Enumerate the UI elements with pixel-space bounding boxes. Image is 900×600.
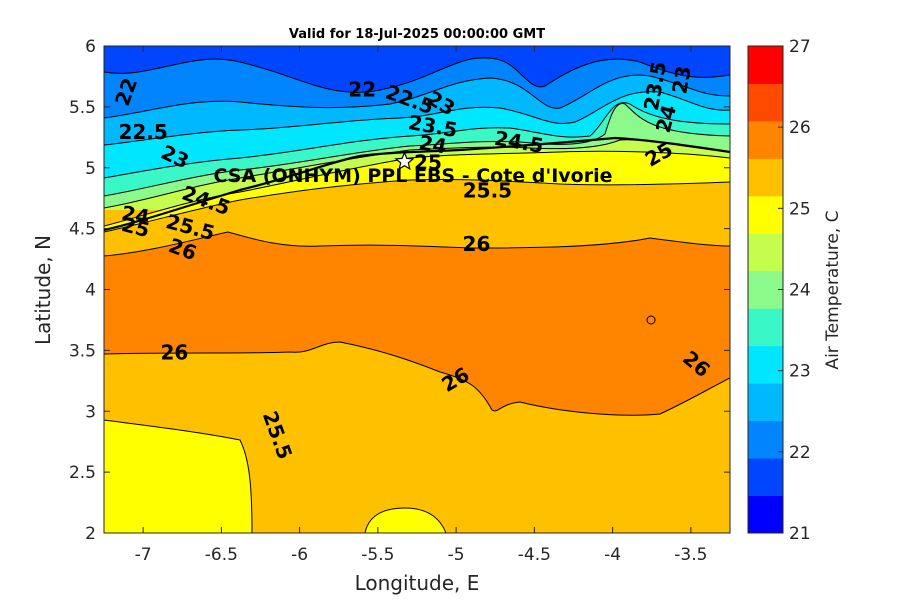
site-marker: CSA (ONHYM) PPL EBS - Cote d'Ivorie	[213, 151, 613, 187]
y-axis-label: Latitude, N	[31, 235, 55, 345]
contour-label: 22	[348, 78, 376, 102]
x-tick-label: -3.5	[674, 545, 707, 565]
y-tick-label: 5.5	[69, 98, 96, 118]
site-label: CSA (ONHYM) PPL EBS - Cote d'Ivorie	[213, 165, 612, 187]
y-tick-label: 2.5	[69, 463, 96, 483]
y-tick-label: 4.5	[69, 220, 96, 240]
x-tick-label: -6	[291, 545, 308, 565]
contour-label: 25.5	[463, 179, 512, 203]
x-tick-label: -4	[604, 545, 621, 565]
colorbar-swatch	[748, 46, 783, 84]
coastline	[104, 136, 730, 232]
colorbar-swatch	[748, 233, 783, 272]
y-tick-label: 2	[85, 524, 96, 544]
x-tick-label: -5	[448, 545, 465, 565]
contour-label: 24	[417, 130, 449, 158]
colorbar-swatch	[748, 83, 783, 122]
colorbar-tick-label: 24	[789, 281, 811, 301]
colorbar-label: Air Temperature, C	[823, 210, 843, 369]
chart-title: Valid for 18-Jul-2025 00:00:00 GMT	[289, 27, 545, 42]
contour-label: 24	[120, 201, 152, 229]
colorbar-swatch	[748, 458, 783, 497]
band-25-25.5-southwest	[104, 420, 252, 533]
x-tick-label: -4.5	[518, 545, 551, 565]
isolines	[104, 57, 730, 533]
colorbar-swatch	[748, 270, 783, 309]
colorbar-swatch	[748, 158, 783, 197]
colorbar-tick-label: 27	[789, 37, 811, 57]
colorbar-swatch	[748, 120, 783, 159]
contour-label: 26	[463, 232, 491, 256]
colorbar: 21 22 23 24 25 26 27	[747, 37, 811, 544]
x-tick-label: -7	[135, 545, 152, 565]
x-axis-ticks: -7 -6.5 -6 -5.5 -5 -4.5 -4 -3.5	[135, 46, 707, 565]
x-tick-label: -6.5	[205, 545, 238, 565]
y-tick-label: 4	[85, 281, 96, 301]
contour-label: 26	[161, 341, 189, 365]
colorbar-tick-label: 21	[789, 524, 811, 544]
y-tick-label: 3	[85, 402, 96, 422]
colorbar-tick-label: 25	[789, 199, 811, 219]
site-star	[394, 151, 415, 171]
y-tick-label: 5	[85, 159, 96, 179]
colorbar-swatch	[748, 420, 783, 459]
y-axis-ticks: 22.533.544.555.56	[69, 37, 730, 544]
colorbar-tick-label: 22	[789, 443, 811, 463]
colorbar-swatch	[748, 383, 783, 422]
colorbar-swatch	[748, 308, 783, 347]
x-axis-label: Longitude, E	[355, 571, 480, 595]
band-25-25.5-south	[365, 508, 446, 533]
y-tick-label: 3.5	[69, 341, 96, 361]
colorbar-swatch	[748, 495, 783, 534]
colorbar-tick-label: 26	[789, 118, 811, 138]
colorbar-swatch	[748, 345, 783, 384]
warm-spot	[646, 315, 656, 325]
contour-label: 22.5	[118, 120, 167, 144]
x-tick-label: -5.5	[361, 545, 394, 565]
colorbar-swatch	[748, 195, 783, 234]
colorbar-tick-label: 23	[789, 362, 811, 382]
y-tick-label: 6	[85, 37, 96, 57]
band-26-core	[104, 232, 730, 416]
contour-label: 23	[667, 64, 695, 96]
contour-label: 25	[414, 151, 442, 175]
